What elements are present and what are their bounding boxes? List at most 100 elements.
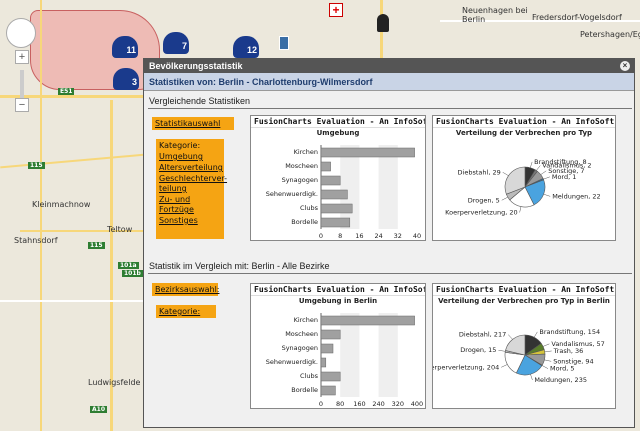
map-label: Neuenhagen bei Berlin — [462, 6, 528, 24]
axis-tick-label: 40 — [413, 232, 421, 240]
chart-panel-verbrechen: FusionCharts Evaluation - An InfoSoft Gl… — [432, 115, 616, 241]
road-shield: A10 — [90, 406, 107, 413]
pie-slice-label: Mord, 1 — [552, 173, 577, 181]
bar-category-label: Kirchen — [294, 148, 318, 156]
chart-panel-verbrechen-berlin: FusionCharts Evaluation - An InfoSoft Gl… — [423, 283, 616, 409]
bar[interactable] — [320, 357, 327, 368]
window-subtitle: Statistiken von: Berlin - Charlottenburg… — [144, 73, 634, 91]
road-shield: 115 — [88, 242, 105, 249]
axis-tick-label: 8 — [338, 232, 342, 240]
zoom-slider[interactable] — [20, 70, 24, 100]
police-marker[interactable]: 7 — [163, 32, 189, 54]
chart-panel-umgebung-berlin: FusionCharts Evaluation - An InfoSoft Gl… — [250, 283, 426, 409]
pie-slice-label: Vandalismus, 2 — [542, 162, 591, 170]
window-titlebar[interactable]: Bevölkerungsstatistik × — [144, 59, 634, 73]
pie-slice-label: Mord, 5 — [550, 365, 575, 373]
pie-slice-label: Diebstahl, 29 — [458, 168, 501, 176]
map-label: Teltow — [107, 225, 133, 234]
bar[interactable] — [320, 385, 336, 396]
bar[interactable] — [320, 329, 341, 340]
chart-title: Umgebung — [316, 129, 360, 137]
bar-category-label: Moscheen — [285, 330, 318, 338]
pie-slice-label: Drogen, 15 — [460, 346, 496, 354]
chart-header: FusionCharts Evaluation - An InfoSoft Gl… — [251, 116, 425, 128]
zoom-in-button[interactable]: + — [15, 50, 29, 64]
bar-category-label: Clubs — [300, 372, 319, 380]
chart-title: Umgebung in Berlin — [298, 297, 378, 305]
section-heading: Vergleichende Statistiken — [149, 96, 251, 106]
map-label: Ludwigsfelde — [88, 378, 141, 387]
map-label: Petershagen/Eggersdorf — [580, 30, 640, 39]
section-heading: Statistik im Vergleich mit: Berlin - All… — [149, 261, 330, 271]
bar[interactable] — [320, 371, 341, 382]
section-divider — [148, 108, 632, 109]
police-marker[interactable]: 12 — [233, 36, 259, 58]
nav-zu-fortzuege[interactable]: Zu- und Fortzüge — [159, 195, 194, 214]
close-icon[interactable]: × — [620, 61, 630, 71]
nav-geschlechterverteilung[interactable]: Geschlechterver- teilung — [159, 174, 228, 193]
kategorie-button[interactable]: Kategorie: — [156, 305, 216, 318]
chart-title: Verteilung der Verbrechen pro Typ in Ber… — [438, 297, 610, 305]
police-marker[interactable]: 11 — [112, 36, 138, 58]
bar[interactable] — [320, 203, 353, 214]
bar[interactable] — [320, 217, 351, 228]
bar-category-label: Moscheen — [285, 162, 318, 170]
bar-category-label: Kirchen — [294, 316, 318, 324]
pie-slice-label: Sonstige, 94 — [553, 357, 594, 365]
bar[interactable] — [320, 161, 331, 172]
hospital-icon[interactable]: + — [329, 3, 343, 17]
bar[interactable] — [320, 147, 415, 158]
section-divider — [148, 273, 632, 274]
statistics-window[interactable]: Bevölkerungsstatistik × Statistiken von:… — [143, 58, 635, 428]
axis-tick-label: 16 — [355, 232, 363, 240]
person-icon[interactable] — [377, 14, 389, 32]
chart-header: FusionCharts Evaluation - An InfoSoft Gl… — [433, 284, 615, 296]
statistik-auswahl-button[interactable]: Statistikauswahl — [152, 117, 234, 130]
police-marker[interactable]: 3 — [113, 68, 139, 90]
pie-slice[interactable] — [504, 166, 526, 195]
axis-tick-label: 240 — [372, 400, 384, 408]
map-label: Stahnsdorf — [14, 236, 58, 245]
pie-slice-label: Sonstige, 7 — [548, 167, 584, 175]
pie-slice[interactable] — [505, 334, 526, 356]
bar-category-label: Synagogen — [282, 344, 318, 352]
map-label: Kleinmachnow — [32, 200, 91, 209]
nav-sonstiges[interactable]: Sonstiges — [159, 216, 198, 225]
bar-category-label: Bordelle — [291, 386, 318, 394]
pie-slice-label: Drogen, 5 — [468, 196, 500, 204]
axis-tick-label: 32 — [394, 232, 402, 240]
zoom-out-button[interactable]: − — [15, 98, 29, 112]
axis-tick-label: 24 — [374, 232, 382, 240]
pie-slice-label: Trash, 36 — [553, 347, 584, 355]
bar-category-label: Sehenwuerdigk. — [266, 190, 318, 198]
chart-panel-umgebung: FusionCharts Evaluation - An InfoSoft Gl… — [250, 115, 426, 241]
pie-slice-label: Meldungen, 235 — [534, 376, 587, 384]
map-pan-control[interactable] — [6, 18, 36, 48]
pie-slice-label: Meldungen, 22 — [552, 192, 600, 200]
road-shield: 101a — [118, 262, 139, 269]
bar[interactable] — [320, 189, 348, 200]
pie-slice-label: Koerperverletzung, 204 — [433, 363, 499, 371]
bar-category-label: Clubs — [300, 204, 319, 212]
axis-tick-label: 80 — [336, 400, 344, 408]
bar[interactable] — [320, 315, 415, 326]
pie-slice-label: Brandstiftung, 154 — [539, 328, 600, 336]
category-heading: Kategorie: — [159, 141, 201, 150]
bar[interactable] — [320, 343, 334, 354]
chart-header: FusionCharts Evaluation - An InfoSoft Gl… — [251, 284, 425, 296]
bar[interactable] — [320, 175, 341, 186]
axis-tick-label: 160 — [353, 400, 365, 408]
phone-icon[interactable] — [279, 36, 289, 50]
district-region[interactable] — [30, 10, 160, 90]
nav-umgebung[interactable]: Umgebung — [159, 152, 203, 161]
bar-chart-umgebung-berlin: Kirchen Moscheen Synagogen Sehenwuerdigk. Cl… — [266, 313, 423, 408]
road-shield: 101b — [122, 270, 143, 277]
road-shield: E51 — [58, 88, 75, 95]
bar-category-label: Synagogen — [282, 176, 318, 184]
pie-slice-label: Koerperverletzung, 20 — [445, 208, 517, 216]
nav-altersverteilung[interactable]: Altersverteilung — [159, 163, 223, 172]
pie-slice-label: Brandstiftung, 8 — [534, 158, 586, 166]
bezirk-auswahl-button[interactable]: Bezirksauswahl: — [152, 283, 220, 296]
bar-chart-umgebung: Kirchen Moscheen Synagogen Sehenwuerdigk. Cl… — [266, 145, 421, 240]
